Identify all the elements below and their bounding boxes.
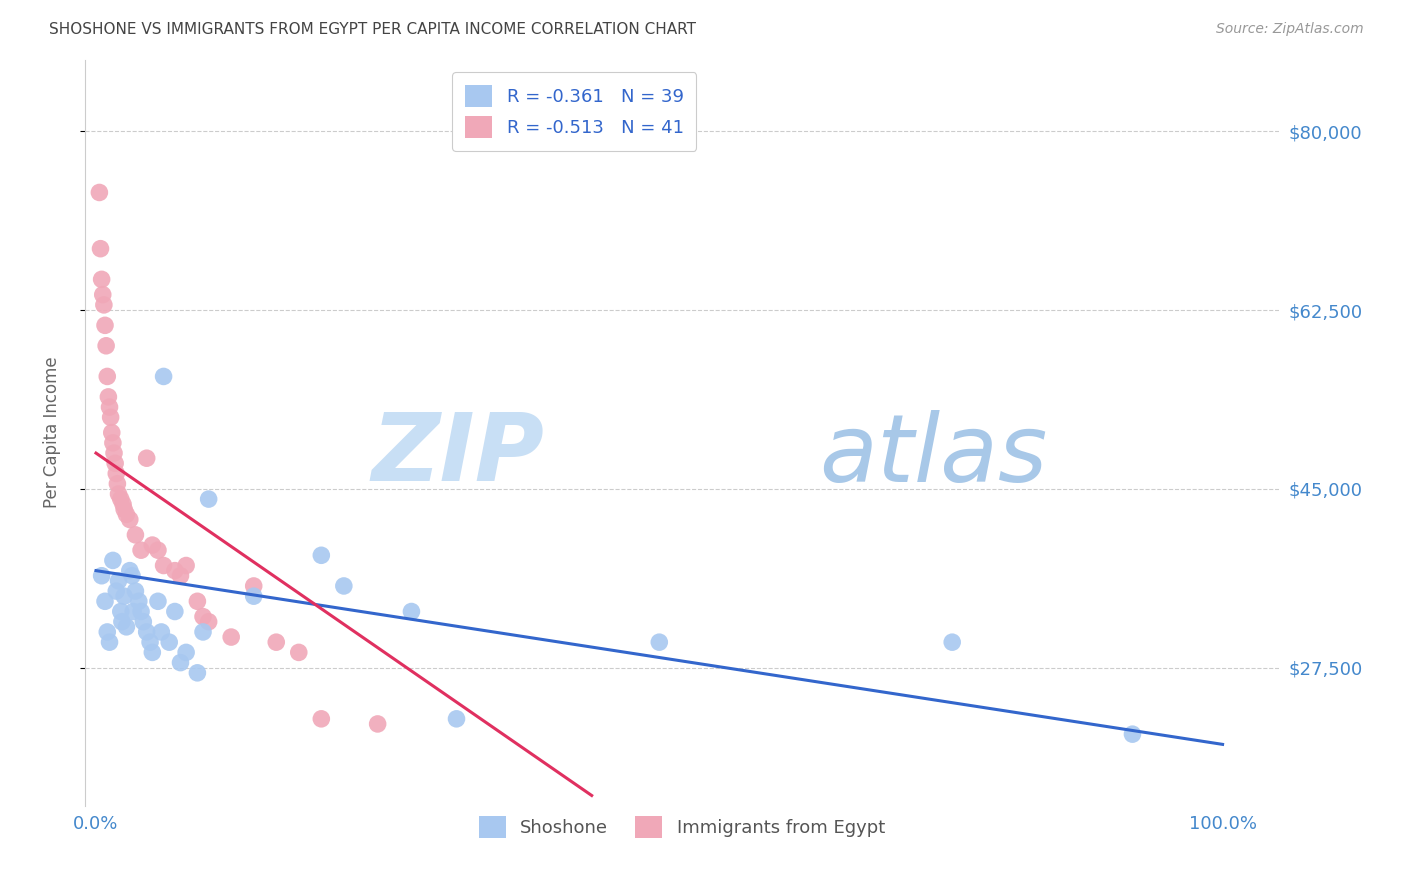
Point (105, 584, 128, 599)
Point (146, 594, 169, 608)
Point (110, 492, 132, 507)
Point (191, 624, 214, 639)
Point (121, 568, 143, 582)
Point (242, 579, 264, 593)
Point (94, 594, 117, 608)
Point (941, 635, 963, 649)
Point (163, 605, 186, 619)
Point (197, 615, 219, 629)
Point (105, 467, 128, 481)
Point (141, 538, 163, 552)
Point (219, 630, 242, 644)
Point (107, 574, 129, 588)
Point (115, 620, 138, 634)
Point (139, 635, 162, 649)
Text: Source: ZipAtlas.com: Source: ZipAtlas.com (1216, 22, 1364, 37)
Point (115, 508, 138, 522)
Point (112, 497, 135, 511)
Point (124, 584, 146, 599)
Point (446, 712, 468, 726)
Point (169, 568, 191, 582)
Point (111, 615, 134, 629)
Point (128, 594, 150, 608)
Point (150, 624, 173, 639)
Point (118, 512, 141, 526)
Point (242, 589, 264, 603)
Text: atlas: atlas (820, 409, 1047, 500)
Point (90, 272, 112, 286)
Point (96, 624, 118, 639)
Point (101, 435, 124, 450)
Point (129, 605, 152, 619)
Point (124, 528, 146, 542)
Point (169, 656, 191, 670)
Point (311, 549, 333, 563)
Point (288, 645, 311, 659)
Point (152, 558, 174, 573)
Point (110, 605, 132, 619)
Point (89, 242, 111, 256)
Point (100, 410, 122, 425)
Legend: Shoshone, Immigrants from Egypt: Shoshone, Immigrants from Egypt (471, 809, 893, 846)
Point (152, 369, 174, 384)
Point (89, 186, 111, 200)
Point (91, 287, 114, 301)
Point (648, 635, 671, 649)
Point (122, 605, 145, 619)
Point (90, 568, 112, 582)
Point (311, 712, 333, 726)
Point (93, 298, 115, 312)
Point (367, 717, 389, 731)
Point (104, 456, 127, 470)
Point (197, 492, 219, 507)
Point (163, 564, 186, 578)
Point (264, 635, 287, 649)
Point (141, 645, 163, 659)
Point (1121, 727, 1143, 741)
Point (186, 594, 208, 608)
Point (98, 635, 121, 649)
Point (191, 609, 214, 624)
Point (97, 390, 120, 404)
Text: SHOSHONE VS IMMIGRANTS FROM EGYPT PER CAPITA INCOME CORRELATION CHART: SHOSHONE VS IMMIGRANTS FROM EGYPT PER CA… (49, 22, 696, 37)
Point (112, 502, 135, 516)
Point (174, 645, 197, 659)
Point (96, 369, 118, 384)
Text: ZIP: ZIP (371, 409, 544, 501)
Point (98, 400, 121, 414)
Point (129, 543, 152, 558)
Point (101, 553, 124, 567)
Y-axis label: Per Capita Income: Per Capita Income (44, 357, 60, 508)
Point (174, 558, 197, 573)
Point (100, 425, 122, 440)
Point (132, 615, 155, 629)
Point (107, 476, 129, 491)
Point (135, 624, 157, 639)
Point (103, 446, 125, 460)
Point (118, 564, 141, 578)
Point (186, 665, 208, 680)
Point (107, 487, 129, 501)
Point (135, 451, 157, 466)
Point (112, 589, 135, 603)
Point (333, 579, 356, 593)
Point (401, 605, 423, 619)
Point (157, 635, 180, 649)
Point (146, 543, 169, 558)
Point (94, 318, 117, 333)
Point (94, 339, 117, 353)
